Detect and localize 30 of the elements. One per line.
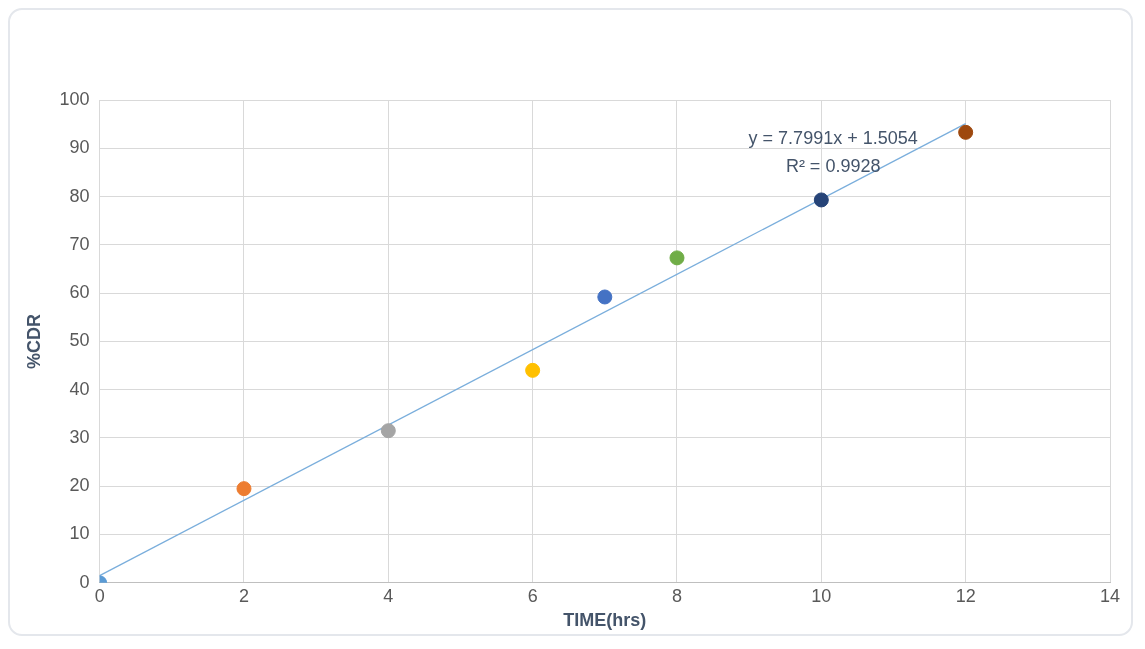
x-tick-label: 14 xyxy=(1099,585,1121,606)
x-axis-title: TIME(hrs) xyxy=(563,610,647,631)
y-tick-label: 40 xyxy=(69,378,90,399)
y-tick-label: 20 xyxy=(69,475,90,496)
y-axis-title: %CDR xyxy=(23,313,44,369)
annotation: y = 7.7991x + 1.5054 xyxy=(748,128,918,148)
point xyxy=(669,250,685,266)
y-tick-label: 10 xyxy=(69,523,90,544)
x-tick-label: 10 xyxy=(811,585,832,606)
x-tick-label: 4 xyxy=(383,585,394,606)
x-tick-label: 6 xyxy=(527,585,538,606)
y-tick-label: 30 xyxy=(69,426,90,447)
y-tick-label: 90 xyxy=(69,137,90,158)
y-tick-label: 0 xyxy=(79,571,90,592)
x-tick-label: 8 xyxy=(671,585,682,606)
point xyxy=(236,481,252,497)
point xyxy=(958,124,974,140)
y-tick-label: 100 xyxy=(59,88,90,109)
x-tick-label: 0 xyxy=(94,585,105,606)
y-tick-label: 80 xyxy=(69,185,90,206)
point xyxy=(525,362,541,378)
point xyxy=(380,423,396,439)
y-tick-label: 70 xyxy=(69,233,90,254)
y-tick-label: 50 xyxy=(69,330,90,351)
point xyxy=(813,192,829,208)
annotation: R² = 0.9928 xyxy=(785,156,881,176)
x-tick-label: 12 xyxy=(955,585,976,606)
y-tick-label: 60 xyxy=(69,282,90,303)
x-tick-label: 2 xyxy=(238,585,249,606)
point xyxy=(597,289,613,305)
